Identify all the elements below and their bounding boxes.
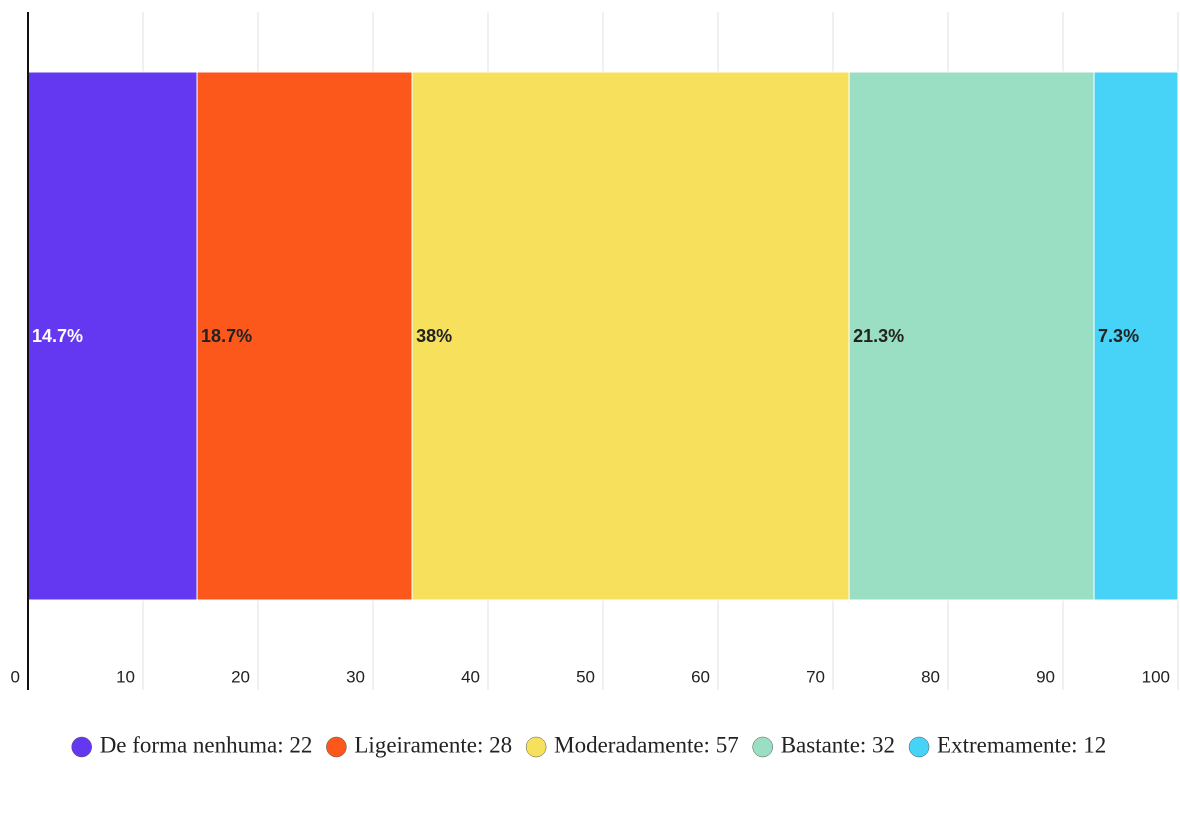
legend-item: Extremamente: 12 [908,732,1106,758]
value-label: 21.3% [853,326,904,346]
x-tick-label: 100 [1142,667,1170,686]
legend-item: Moderadamente: 57 [525,732,739,758]
bar-segment [848,71,1095,601]
x-tick-label: 50 [576,667,595,686]
x-tick-label: 70 [806,667,825,686]
value-label: 7.3% [1098,326,1139,346]
legend-label: Bastante: 32 [781,732,895,757]
x-tick-label: 0 [11,667,20,686]
bar-segment [411,71,850,601]
value-label: 14.7% [32,326,83,346]
x-tick-label: 90 [1036,667,1055,686]
legend-marker [326,736,347,758]
legend-item: Ligeiramente: 28 [326,732,512,757]
legend-item: De forma nenhuma: 22 [71,732,313,758]
bar-segment [27,71,198,601]
legend-label: Ligeiramente: 28 [354,732,512,757]
x-tick-label: 30 [346,667,365,686]
x-tick-label: 60 [691,667,710,686]
value-label: 38% [416,326,452,346]
legend-marker [908,736,930,758]
legend-label: Moderadamente: 57 [554,732,739,757]
x-tick-label: 40 [461,667,480,686]
legend-marker [525,736,547,758]
legend-marker [752,736,773,758]
bar-segment [196,71,413,601]
bar-segment [1093,71,1179,601]
x-tick-label: 10 [116,667,135,686]
legend-label: De forma nenhuma: 22 [100,732,313,757]
value-label: 18.7% [201,326,252,346]
legend-marker [71,736,92,758]
legend-item: Bastante: 32 [752,732,895,758]
legend-label: Extremamente: 12 [937,732,1106,757]
x-tick-label: 80 [921,667,940,686]
x-tick-label: 20 [231,667,250,686]
